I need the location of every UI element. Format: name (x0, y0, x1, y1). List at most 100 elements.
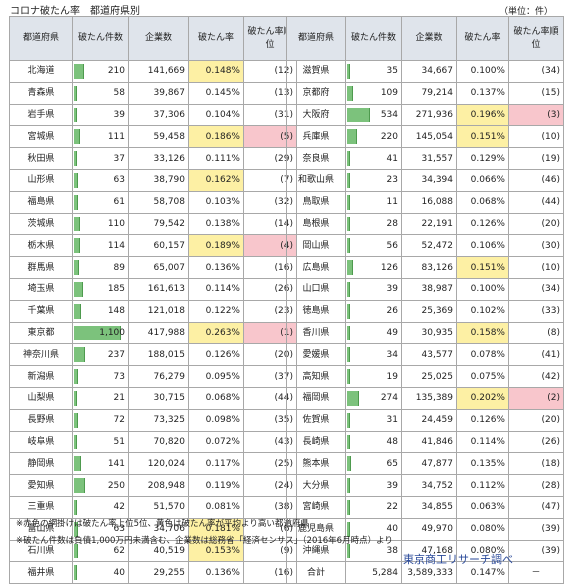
bankruptcy-count-cell: 58 (72, 81, 129, 105)
bankruptcy-count-value: 126 (380, 262, 398, 273)
prefecture-cell: 青森県 (9, 81, 73, 105)
table-row: 群馬県 89 65,007 0.136% (16) (9, 256, 297, 279)
bankruptcy-count-cell: 237 (72, 343, 129, 367)
bankruptcy-bar (74, 369, 78, 384)
rate-cell: 0.095% (188, 365, 244, 388)
bankruptcy-count-value: 40 (113, 567, 125, 578)
right-table-body: 滋賀県 35 34,667 0.100% (34) 京都府 109 79,214 0.137%(… (286, 60, 564, 563)
table-row: 愛知県 250 208,948 0.119% (24) (9, 474, 297, 497)
rate-cell: 0.138% (188, 212, 244, 236)
bankruptcy-count-cell: 185 (72, 277, 129, 301)
company-count-cell: 79,214 (401, 81, 457, 105)
bankruptcy-count-cell: 21 (72, 386, 129, 410)
bankruptcy-count-cell: 111 (72, 125, 129, 149)
rate-cell: 0.186% (188, 125, 244, 149)
bankruptcy-count-cell: 109 (345, 81, 402, 105)
bankruptcy-bar (347, 151, 350, 166)
table-row: 兵庫県 220 145,054 0.151% (10) (286, 125, 564, 149)
bankruptcy-count-cell: 26 (345, 299, 402, 323)
prefecture-cell: 愛媛県 (286, 343, 346, 367)
rate-cell: 0.103% (188, 190, 244, 214)
rate-cell: 0.153% (188, 539, 244, 563)
bankruptcy-bar (74, 129, 80, 145)
rank-cell: (39) (508, 517, 564, 541)
company-count-cell: 41,846 (401, 430, 457, 454)
company-count-cell: 76,279 (128, 365, 189, 388)
bankruptcy-bar (74, 238, 80, 254)
company-count-cell: 16,088 (401, 190, 457, 214)
company-count-cell: 34,667 (401, 60, 457, 83)
prefecture-cell: 大分県 (286, 474, 346, 497)
bankruptcy-bar (74, 281, 83, 297)
header-prefecture: 都道府県 (286, 16, 346, 61)
table-row: 広島県 126 83,126 0.151% (10) (286, 256, 564, 279)
total-count: 5,284 (345, 561, 402, 584)
table-row: 岩手県 39 37,306 0.104% (31) (9, 103, 297, 127)
prefecture-cell: 大阪府 (286, 103, 346, 127)
right-table: 都道府県 破たん件数 企業数 破たん率 破たん率順位 滋賀県 35 34,667 0.… (286, 16, 564, 584)
rank-cell: (18) (508, 452, 564, 476)
bankruptcy-count-cell: 73 (72, 365, 129, 388)
rank-cell: (34) (508, 60, 564, 83)
bankruptcy-count-value: 72 (113, 415, 125, 426)
rate-cell: 0.068% (456, 190, 509, 214)
rank-cell: (44) (508, 190, 564, 214)
prefecture-cell: 福井県 (9, 561, 73, 584)
prefecture-cell: 長崎県 (286, 430, 346, 454)
bankruptcy-bar (347, 64, 350, 79)
table-row: 岡山県 56 52,472 0.106% (30) (286, 234, 564, 258)
table-row: 大分県 39 34,752 0.112% (28) (286, 474, 564, 497)
company-count-cell: 271,936 (401, 103, 457, 127)
prefecture-cell: 宮崎県 (286, 495, 346, 519)
company-count-cell: 34,752 (401, 474, 457, 497)
bankruptcy-count-cell: 534 (345, 103, 402, 127)
rate-cell: 0.119% (188, 474, 244, 497)
bankruptcy-count-cell: 39 (345, 277, 402, 301)
bankruptcy-bar (74, 216, 80, 232)
prefecture-cell: 山口県 (286, 277, 346, 301)
bankruptcy-bar (347, 238, 350, 254)
prefecture-cell: 埼玉県 (9, 277, 73, 301)
bankruptcy-count-cell: 114 (72, 234, 129, 258)
bankruptcy-count-value: 114 (107, 240, 125, 251)
bankruptcy-count-cell: 72 (72, 408, 129, 432)
rate-cell: 0.106% (456, 234, 509, 258)
table-row: 香川県 49 30,935 0.158% (8) (286, 321, 564, 345)
company-count-cell: 60,157 (128, 234, 189, 258)
prefecture-cell: 熊本県 (286, 452, 346, 476)
bankruptcy-count-value: 63 (113, 524, 125, 535)
bankruptcy-bar (347, 434, 350, 450)
table-row: 栃木県 114 60,157 0.189% (4) (9, 234, 297, 258)
bankruptcy-count-value: 49 (386, 327, 398, 338)
bankruptcy-bar (74, 499, 77, 515)
bankruptcy-count-value: 65 (386, 458, 398, 469)
company-count-cell: 29,255 (128, 561, 189, 584)
bankruptcy-count-cell: 126 (345, 256, 402, 279)
prefecture-cell: 山形県 (9, 168, 73, 192)
bankruptcy-bar (74, 347, 85, 363)
table-row: 静岡県 141 120,024 0.117% (25) (9, 452, 297, 476)
bankruptcy-count-value: 40 (386, 524, 398, 535)
bankruptcy-bar (347, 456, 351, 472)
bankruptcy-bar (347, 412, 350, 428)
bankruptcy-count-value: 250 (107, 480, 125, 491)
header-row: 都道府県 破たん件数 企業数 破たん率 破たん率順位 (286, 16, 564, 61)
bankruptcy-count-cell: 39 (345, 474, 402, 497)
prefecture-cell: 徳島県 (286, 299, 346, 323)
prefecture-cell: 和歌山県 (286, 168, 346, 192)
bankruptcy-count-value: 39 (386, 284, 398, 295)
bankruptcy-count-cell: 220 (345, 125, 402, 149)
bankruptcy-count-cell: 49 (345, 321, 402, 345)
company-count-cell: 135,389 (401, 386, 457, 410)
company-count-cell: 39,867 (128, 81, 189, 105)
bankruptcy-bar (74, 543, 78, 559)
table-row: 長野県 72 73,325 0.098% (35) (9, 408, 297, 432)
bankruptcy-count-value: 220 (380, 131, 398, 142)
bankruptcy-bar (74, 64, 84, 79)
rate-cell: 0.263% (188, 321, 244, 345)
bankruptcy-bar (347, 129, 357, 145)
bankruptcy-bar (347, 521, 350, 537)
company-count-cell: 145,054 (401, 125, 457, 149)
rate-cell: 0.080% (456, 517, 509, 541)
table-row: 福島県 61 58,708 0.103% (32) (9, 190, 297, 214)
